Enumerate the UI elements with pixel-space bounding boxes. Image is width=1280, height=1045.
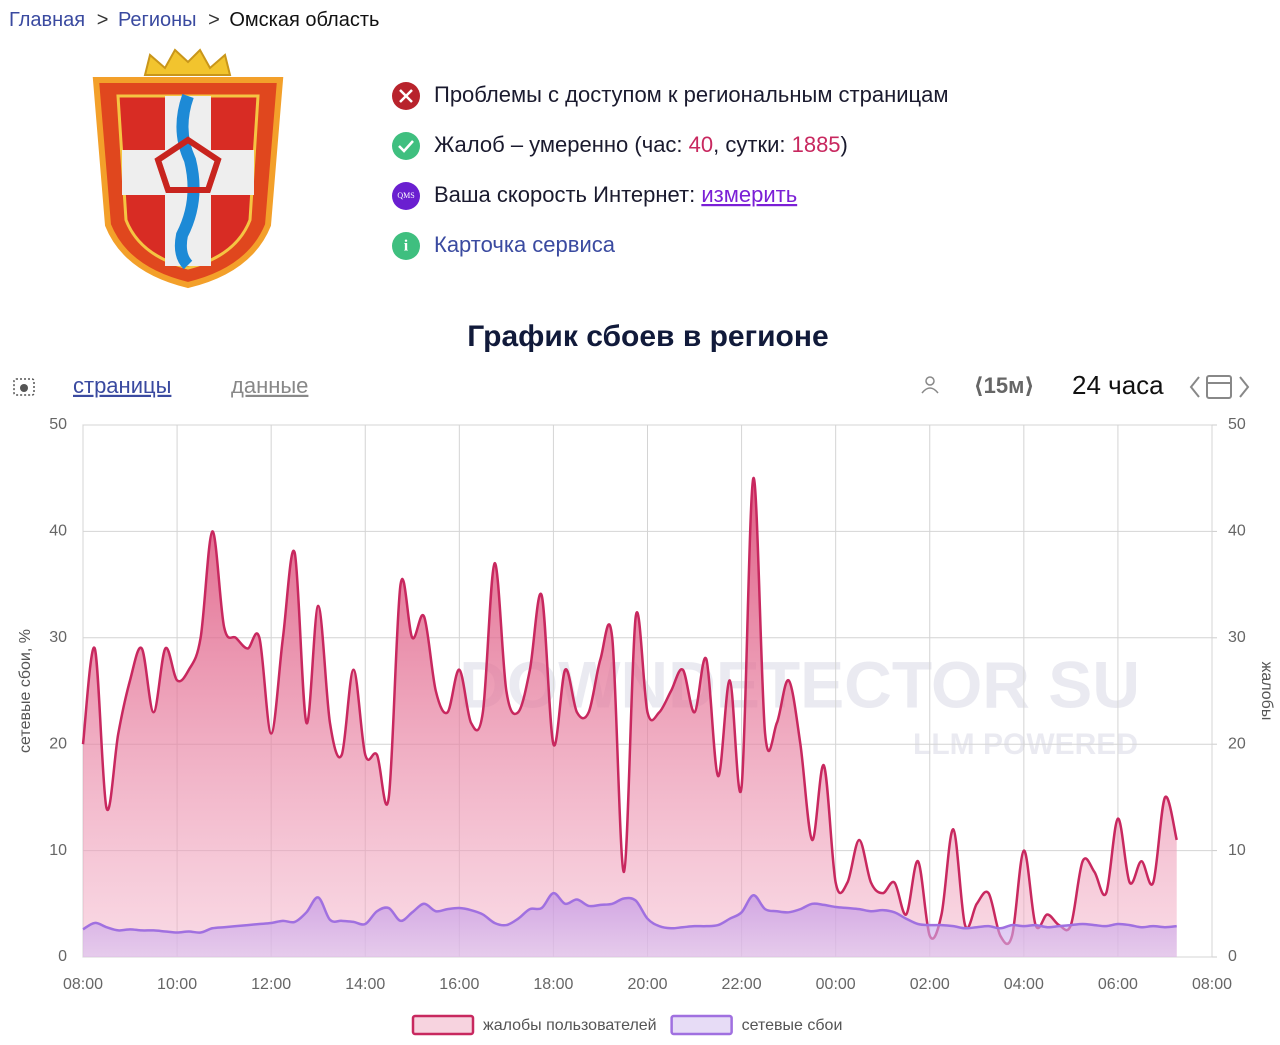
speed-link[interactable]: измерить (701, 182, 797, 207)
y2-tick-label: 50 (1228, 416, 1246, 433)
x-tick-label: 14:00 (345, 976, 385, 993)
icon-ok-check (398, 140, 414, 153)
x-tick-label: 02:00 (910, 976, 950, 993)
y-tick-label: 10 (49, 842, 67, 859)
status-text: ) (841, 132, 848, 157)
crumb-sep: > (208, 9, 220, 31)
y2-tick-label: 20 (1228, 735, 1246, 752)
status-text: Ваша скорость Интернет: (434, 182, 701, 207)
bracket: ⟩ (1024, 373, 1034, 398)
y-tick-label: 20 (49, 735, 67, 752)
x-tick-label: 08:00 (1192, 976, 1232, 993)
icon-error-cross (399, 89, 413, 103)
chart-title: График сбоев в регионе (467, 320, 828, 353)
crumb-sep: > (97, 9, 109, 31)
status-text: Жалоб – умеренно (час: (434, 132, 689, 157)
y2-axis-title: жалобы (1258, 662, 1275, 721)
icon-qms (392, 182, 420, 210)
x-tick-label: 04:00 (1004, 976, 1044, 993)
legend-label: жалобы пользователей (483, 1017, 657, 1034)
coat-of-arms (92, 48, 284, 289)
crumb-home[interactable]: Главная (9, 9, 85, 31)
legend-label: сетевые сбои (742, 1017, 843, 1034)
icon-qms-text: QMS (397, 191, 414, 200)
toolbar: страницы данные ⟨15м⟩ 24 часа (13, 370, 1250, 400)
y2-tick-label: 0 (1228, 948, 1237, 965)
user-icon-body (921, 387, 939, 394)
bracket: ⟨ (974, 373, 984, 398)
next-button[interactable] (1239, 376, 1250, 398)
plot (81, 424, 1217, 958)
y-tick-label: 30 (49, 629, 67, 646)
icon-info-i: i (404, 238, 409, 255)
status-complaints: Жалоб – умеренно (час: 40, сутки: 1885) (434, 132, 848, 157)
status-text: , сутки: (713, 132, 791, 157)
series-line (82, 891, 1177, 934)
interval-value: 15м (984, 373, 1025, 398)
service-card-link[interactable]: Карточка сервиса (434, 232, 616, 257)
y-tick-label: 0 (58, 948, 67, 965)
legend-swatch (670, 1014, 733, 1036)
day-count: 1885 (792, 132, 841, 157)
status-speed: Ваша скорость Интернет: измерить (434, 182, 797, 207)
y-tick-label: 40 (49, 523, 67, 540)
x-tick-label: 22:00 (722, 976, 762, 993)
x-tick-label: 12:00 (251, 976, 291, 993)
camera-lens (20, 384, 28, 392)
area-fill (83, 477, 1177, 957)
icon-ok (392, 132, 420, 160)
area-fill (83, 893, 1177, 957)
icon-info (392, 232, 420, 260)
screenshot-button[interactable] (13, 378, 35, 396)
tab-data[interactable]: данные (231, 373, 308, 398)
x-tick-label: 18:00 (533, 976, 573, 993)
x-tick-label: 06:00 (1098, 976, 1138, 993)
y2-tick-label: 40 (1228, 523, 1246, 540)
x-tick-label: 16:00 (439, 976, 479, 993)
user-icon[interactable] (925, 376, 935, 386)
x-tick-label: 20:00 (627, 976, 667, 993)
y2-tick-label: 30 (1228, 629, 1246, 646)
breadcrumbs: Главная > Регионы > Омская область (9, 9, 379, 31)
crumb-current: Омская область (229, 9, 379, 31)
prev-button[interactable] (1189, 376, 1200, 398)
y2-tick-label: 10 (1228, 842, 1246, 859)
crumb-regions[interactable]: Регионы (118, 9, 197, 31)
y-tick-label: 50 (49, 416, 67, 433)
x-tick-label: 00:00 (816, 976, 856, 993)
series-line (81, 476, 1178, 946)
x-tick-label: 08:00 (63, 976, 103, 993)
period[interactable]: 24 часа (1072, 370, 1164, 400)
calendar-button[interactable] (1206, 375, 1232, 399)
tab-pages[interactable]: страницы (73, 373, 171, 398)
status-list: Проблемы с доступом к региональным стран… (392, 82, 949, 260)
interval[interactable]: ⟨15м⟩ (974, 373, 1035, 398)
y-axis-title: сетевые сбои, % (17, 629, 34, 753)
x-tick-label: 10:00 (157, 976, 197, 993)
status-access: Проблемы с доступом к региональным стран… (434, 82, 949, 107)
legend-swatch (411, 1014, 475, 1036)
hour-count: 40 (689, 132, 713, 157)
